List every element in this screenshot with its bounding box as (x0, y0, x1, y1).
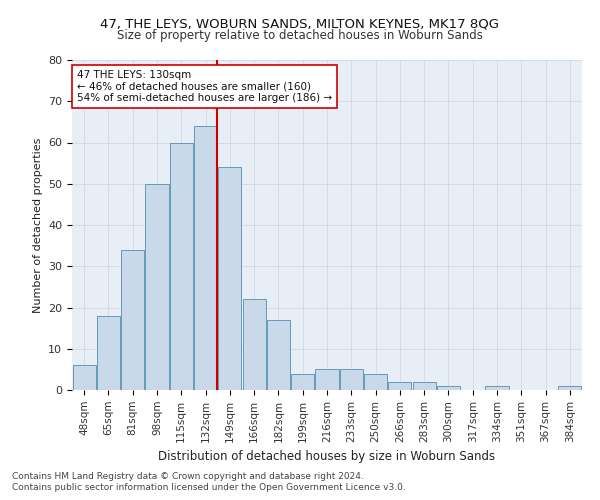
Bar (413, 382, 436, 390)
Bar (559, 386, 581, 390)
Bar (218, 167, 241, 390)
Bar (291, 374, 314, 390)
Bar (121, 250, 144, 390)
Text: 47, THE LEYS, WOBURN SANDS, MILTON KEYNES, MK17 8QG: 47, THE LEYS, WOBURN SANDS, MILTON KEYNE… (101, 18, 499, 30)
Bar (194, 126, 217, 390)
Bar (364, 374, 387, 390)
Bar (97, 316, 120, 390)
Bar (242, 299, 266, 390)
Bar (437, 386, 460, 390)
Bar (170, 142, 193, 390)
Bar (73, 365, 95, 390)
Bar (316, 370, 338, 390)
Bar (145, 184, 169, 390)
Text: Size of property relative to detached houses in Woburn Sands: Size of property relative to detached ho… (117, 29, 483, 42)
Text: Contains public sector information licensed under the Open Government Licence v3: Contains public sector information licen… (12, 484, 406, 492)
Text: 47 THE LEYS: 130sqm
← 46% of detached houses are smaller (160)
54% of semi-detac: 47 THE LEYS: 130sqm ← 46% of detached ho… (77, 70, 332, 103)
Bar (485, 386, 509, 390)
Y-axis label: Number of detached properties: Number of detached properties (32, 138, 43, 312)
Text: Contains HM Land Registry data © Crown copyright and database right 2024.: Contains HM Land Registry data © Crown c… (12, 472, 364, 481)
Bar (340, 370, 363, 390)
Bar (267, 320, 290, 390)
X-axis label: Distribution of detached houses by size in Woburn Sands: Distribution of detached houses by size … (158, 450, 496, 463)
Bar (388, 382, 412, 390)
